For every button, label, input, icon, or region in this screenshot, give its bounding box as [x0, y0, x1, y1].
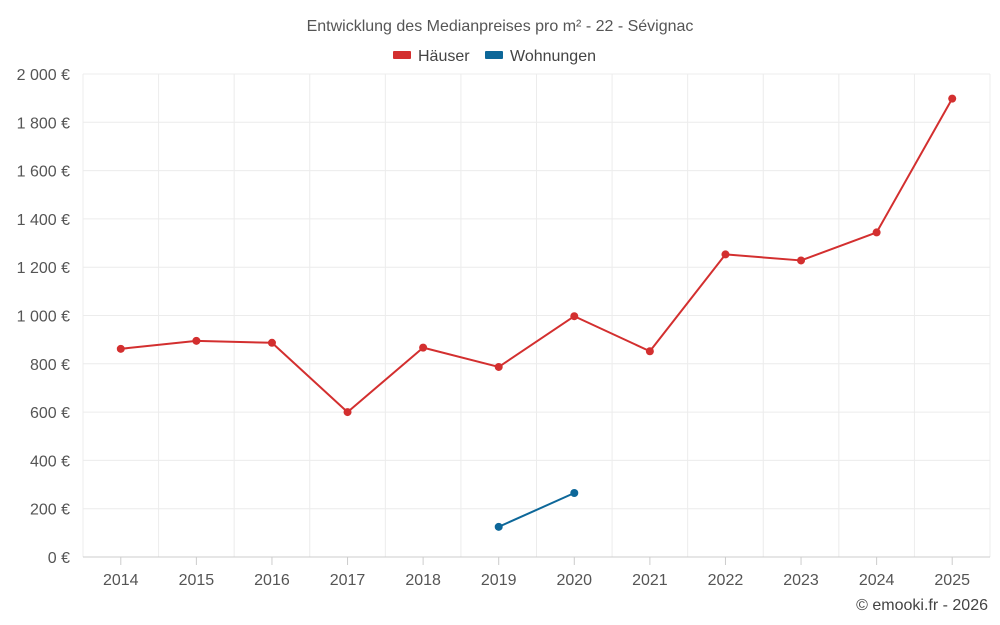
- x-tick-label: 2021: [632, 572, 668, 589]
- data-point-haeuser[interactable]: [419, 343, 428, 352]
- legend-label-haeuser: Häuser: [418, 48, 470, 65]
- data-point-haeuser[interactable]: [797, 256, 806, 265]
- legend-swatch-haeuser: [393, 51, 411, 59]
- y-axis: 0 € 200 € 400 € 600 € 800 € 1 000 € 1 200 € 1 4…: [17, 67, 70, 567]
- y-tick-label: 1 600 €: [17, 164, 70, 181]
- y-tick-label: 1 800 €: [17, 115, 70, 132]
- series-layer: [116, 94, 957, 531]
- data-point-haeuser[interactable]: [494, 362, 503, 371]
- legend-label-wohnungen: Wohnungen: [510, 48, 596, 65]
- y-tick-label: 800 €: [30, 357, 70, 374]
- x-tick-label: 2024: [859, 572, 895, 589]
- x-tick-label: 2020: [556, 572, 592, 589]
- x-tick-label: 2023: [783, 572, 819, 589]
- data-point-haeuser[interactable]: [570, 312, 579, 321]
- y-tick-label: 600 €: [30, 405, 70, 422]
- x-tick-label: 2025: [934, 572, 970, 589]
- data-point-wohnungen[interactable]: [494, 522, 503, 531]
- x-tick-label: 2017: [330, 572, 366, 589]
- credit-text: © emooki.fr - 2026: [856, 597, 988, 614]
- legend-item-haeuser[interactable]: Häuser: [393, 48, 470, 65]
- legend-item-wohnungen[interactable]: Wohnungen: [485, 48, 596, 65]
- y-tick-label: 1 200 €: [17, 260, 70, 277]
- series-line-wohnungen: [498, 492, 575, 528]
- data-point-haeuser[interactable]: [267, 338, 276, 347]
- x-tick-label: 2019: [481, 572, 517, 589]
- y-tick-label: 200 €: [30, 502, 70, 519]
- chart-legend: Häuser Wohnungen: [393, 48, 596, 65]
- y-tick-label: 400 €: [30, 453, 70, 470]
- data-point-haeuser[interactable]: [343, 408, 352, 417]
- x-tick-label: 2014: [103, 572, 139, 589]
- y-tick-label: 0 €: [48, 550, 70, 567]
- data-point-haeuser[interactable]: [192, 336, 201, 345]
- data-point-haeuser[interactable]: [645, 347, 654, 356]
- x-tick-label: 2016: [254, 572, 290, 589]
- grid: [82, 73, 991, 557]
- x-tick-label: 2018: [405, 572, 441, 589]
- data-point-haeuser[interactable]: [721, 250, 730, 259]
- data-point-haeuser[interactable]: [948, 94, 957, 103]
- y-tick-label: 1 400 €: [17, 212, 70, 229]
- x-axis: 2014 2015 2016 2017 2018 2019 2020 2021 2022 2023…: [83, 556, 990, 589]
- y-tick-label: 1 000 €: [17, 309, 70, 326]
- y-tick-label: 2 000 €: [17, 67, 70, 84]
- x-tick-label: 2015: [179, 572, 215, 589]
- legend-swatch-wohnungen: [485, 51, 503, 59]
- series-line-haeuser: [120, 98, 954, 414]
- chart-title: Entwicklung des Medianpreises pro m² - 2…: [307, 18, 694, 35]
- data-point-haeuser[interactable]: [872, 228, 881, 237]
- x-tick-label: 2022: [708, 572, 744, 589]
- data-point-wohnungen[interactable]: [570, 489, 579, 498]
- data-point-haeuser[interactable]: [116, 344, 125, 353]
